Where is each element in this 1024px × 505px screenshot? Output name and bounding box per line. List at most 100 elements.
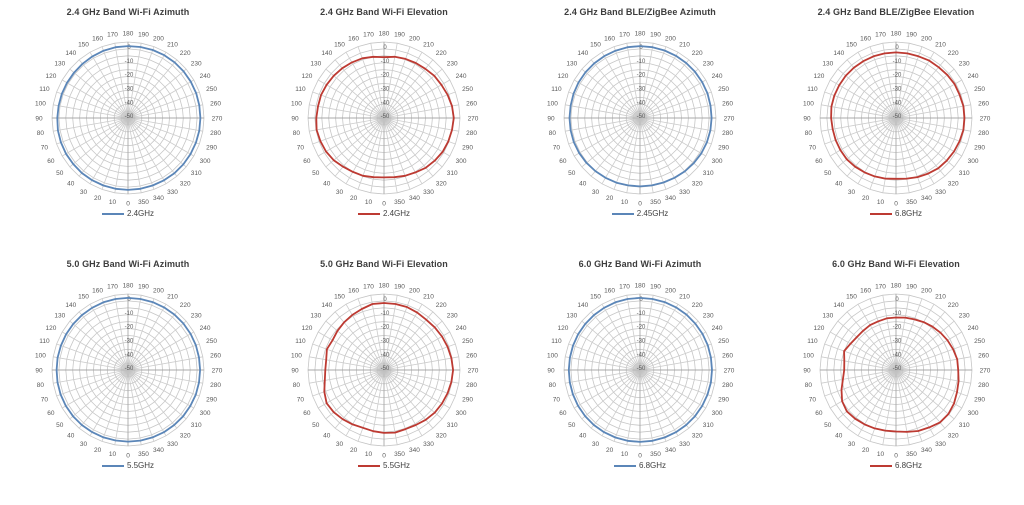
- svg-text:60: 60: [815, 410, 823, 417]
- svg-text:250: 250: [718, 86, 729, 93]
- legend: 6.8GHz: [869, 209, 923, 218]
- svg-text:260: 260: [210, 353, 221, 360]
- center-smudge: [629, 359, 651, 381]
- svg-text:120: 120: [813, 325, 824, 332]
- svg-text:10: 10: [877, 451, 885, 458]
- svg-text:160: 160: [92, 35, 103, 42]
- series-trace: [568, 45, 713, 188]
- svg-text:110: 110: [551, 86, 562, 93]
- svg-text:180: 180: [123, 30, 134, 37]
- svg-text:210: 210: [935, 42, 946, 49]
- svg-text:340: 340: [153, 447, 164, 454]
- svg-text:190: 190: [650, 32, 661, 39]
- svg-text:60: 60: [815, 158, 823, 165]
- svg-text:90: 90: [35, 367, 43, 374]
- svg-text:20: 20: [606, 447, 614, 454]
- svg-text:70: 70: [41, 396, 49, 403]
- chart-title: 5.0 GHz Band Wi-Fi Azimuth: [66, 259, 190, 269]
- svg-text:90: 90: [803, 367, 811, 374]
- legend: 2.4GHz: [357, 209, 410, 218]
- svg-text:230: 230: [703, 313, 714, 320]
- svg-text:310: 310: [703, 422, 714, 429]
- svg-text:200: 200: [665, 35, 676, 42]
- legend-label: 2.45GHz: [636, 209, 669, 218]
- svg-text:200: 200: [153, 287, 164, 294]
- svg-text:40: 40: [579, 180, 587, 187]
- svg-text:290: 290: [462, 396, 473, 403]
- legend-label: 6.8GHz: [638, 461, 667, 470]
- svg-text:160: 160: [860, 287, 871, 294]
- svg-text:210: 210: [167, 294, 178, 301]
- svg-text:20: 20: [350, 447, 358, 454]
- svg-text:60: 60: [303, 158, 311, 165]
- svg-text:300: 300: [968, 158, 979, 165]
- svg-text:10: 10: [621, 451, 629, 458]
- svg-text:100: 100: [291, 101, 302, 108]
- legend-label: 6.8GHz: [894, 209, 923, 218]
- svg-text:50: 50: [824, 422, 832, 429]
- svg-text:10: 10: [109, 451, 117, 458]
- svg-text:-20: -20: [125, 325, 134, 331]
- svg-text:270: 270: [724, 367, 735, 374]
- svg-text:20: 20: [862, 447, 870, 454]
- svg-text:80: 80: [293, 130, 301, 137]
- svg-text:140: 140: [321, 50, 332, 57]
- center-smudge: [117, 107, 139, 129]
- svg-text:-20: -20: [381, 73, 390, 79]
- svg-text:150: 150: [590, 42, 601, 49]
- svg-text:170: 170: [107, 284, 118, 291]
- svg-text:70: 70: [809, 144, 817, 151]
- center-smudge: [885, 107, 907, 129]
- svg-text:50: 50: [56, 422, 64, 429]
- svg-text:90: 90: [547, 367, 555, 374]
- polar-grid-spokes: [564, 42, 716, 194]
- svg-text:-50: -50: [381, 114, 390, 120]
- svg-text:300: 300: [712, 410, 723, 417]
- svg-text:250: 250: [462, 338, 473, 345]
- svg-text:-10: -10: [637, 311, 646, 317]
- center-smudge: [885, 359, 907, 381]
- svg-text:210: 210: [423, 294, 434, 301]
- svg-text:280: 280: [210, 382, 221, 389]
- svg-text:260: 260: [466, 353, 477, 360]
- polar-chart-cell: 2.4 GHz Band Wi-Fi Elevation 0 10 20 30 40 50…: [256, 0, 512, 252]
- svg-text:300: 300: [968, 410, 979, 417]
- svg-text:180: 180: [123, 282, 134, 289]
- svg-text:340: 340: [921, 195, 932, 202]
- svg-text:0: 0: [127, 297, 131, 303]
- svg-text:190: 190: [138, 284, 149, 291]
- svg-text:30: 30: [80, 189, 88, 196]
- svg-text:90: 90: [291, 367, 299, 374]
- legend-line-swatch: [357, 212, 380, 215]
- svg-text:80: 80: [37, 130, 45, 137]
- svg-text:170: 170: [363, 32, 374, 39]
- svg-text:310: 310: [191, 422, 202, 429]
- chart-title: 2.4 GHz Band BLE/ZigBee Azimuth: [564, 7, 716, 17]
- svg-text:80: 80: [805, 130, 813, 137]
- svg-text:60: 60: [303, 410, 311, 417]
- svg-text:310: 310: [447, 170, 458, 177]
- svg-text:130: 130: [566, 313, 577, 320]
- svg-text:-50: -50: [893, 366, 902, 372]
- svg-text:50: 50: [568, 422, 576, 429]
- svg-text:220: 220: [692, 302, 703, 309]
- polar-grid-spokes: [52, 294, 204, 446]
- svg-text:-20: -20: [893, 73, 902, 79]
- center-smudge: [629, 107, 651, 129]
- svg-text:160: 160: [604, 35, 615, 42]
- center-smudge: [373, 107, 395, 129]
- svg-text:270: 270: [212, 115, 223, 122]
- svg-text:-10: -10: [125, 59, 134, 65]
- svg-text:10: 10: [365, 451, 373, 458]
- svg-text:-30: -30: [637, 87, 646, 93]
- svg-text:220: 220: [948, 50, 959, 57]
- svg-text:130: 130: [54, 61, 65, 68]
- polar-chart-cell: 5.0 GHz Band Wi-Fi Elevation 0 10 20 30 40 50…: [256, 252, 512, 504]
- svg-text:270: 270: [468, 115, 479, 122]
- svg-text:80: 80: [549, 130, 557, 137]
- svg-text:150: 150: [334, 294, 345, 301]
- svg-text:130: 130: [822, 61, 833, 68]
